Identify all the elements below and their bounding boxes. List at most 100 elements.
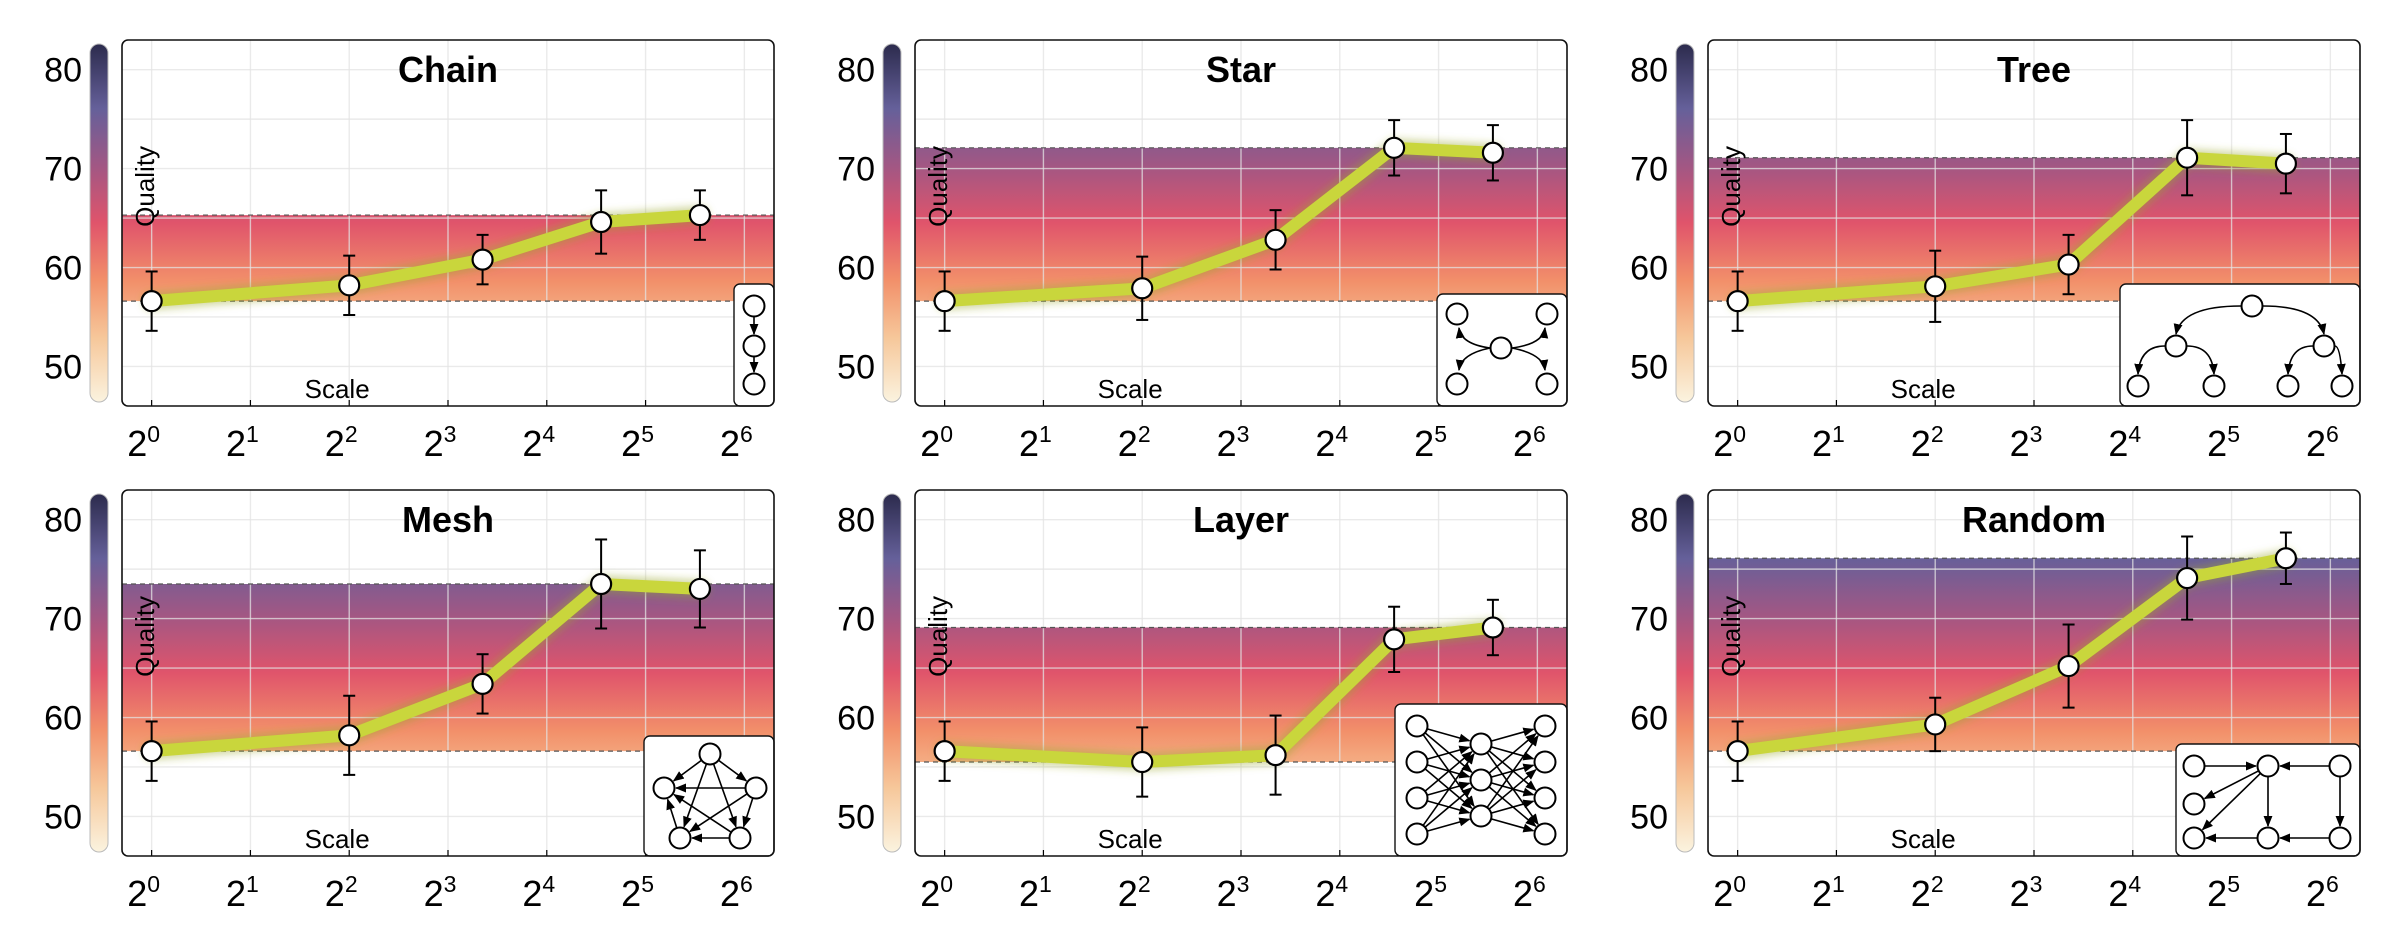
topology-node <box>1469 768 1493 792</box>
x-tick-base: 2 <box>1315 423 1335 464</box>
x-tick-base: 2 <box>1513 873 1533 914</box>
topology-edge <box>2186 345 2218 376</box>
y-tick-label: 50 <box>44 348 82 386</box>
x-tick-exponent: 2 <box>1931 421 1944 447</box>
x-tick-exponent: 2 <box>345 421 358 447</box>
topology-edge <box>718 759 748 782</box>
y-tick-label: 50 <box>44 798 82 836</box>
y-axis-label: Quality <box>130 146 160 227</box>
x-axis-label: Scale <box>305 374 370 404</box>
colorbar <box>882 43 902 403</box>
topology-edge <box>1488 769 1537 810</box>
x-tick-base: 2 <box>2306 423 2326 464</box>
data-point <box>933 740 956 763</box>
panel-title: Chain <box>398 49 498 90</box>
data-point <box>2057 654 2080 678</box>
x-tick-label: 24 <box>2108 421 2141 464</box>
y-tick-label: 50 <box>837 798 875 836</box>
topology-node <box>2256 754 2280 778</box>
topology-node <box>2202 374 2226 398</box>
data-point <box>2274 547 2298 570</box>
topology-inset-tree <box>2119 283 2361 407</box>
x-axis-label: Scale <box>1891 374 1956 404</box>
x-tick-exponent: 3 <box>1237 421 1250 447</box>
x-tick-label: 22 <box>325 871 358 914</box>
data-point <box>338 274 361 297</box>
x-tick-base: 2 <box>325 423 345 464</box>
y-tick-label: 70 <box>44 601 82 639</box>
topology-node <box>2240 294 2264 318</box>
data-point <box>1131 277 1154 300</box>
x-tick-label: 26 <box>720 421 753 464</box>
data-point <box>688 203 712 227</box>
topology-edge <box>742 798 754 828</box>
x-tick-base: 2 <box>1414 423 1434 464</box>
topology-node <box>1445 372 1469 396</box>
topology-inset-chain <box>733 283 775 407</box>
y-tick-label: 70 <box>837 151 875 189</box>
topology-node <box>1533 822 1557 846</box>
x-tick-exponent: 1 <box>1039 421 1052 447</box>
x-tick-label: 23 <box>2010 871 2043 914</box>
topology-edge <box>1511 326 1549 349</box>
x-tick-base: 2 <box>424 423 444 464</box>
topology-edge <box>1511 347 1549 372</box>
x-tick-exponent: 1 <box>246 421 259 447</box>
x-tick-base: 2 <box>2010 873 2030 914</box>
x-tick-exponent: 3 <box>444 421 457 447</box>
plot-frame <box>121 489 775 857</box>
x-tick-label: 24 <box>522 421 555 464</box>
x-tick-label: 20 <box>127 421 160 464</box>
panel-title: Mesh <box>402 499 494 540</box>
x-tick-base: 2 <box>2207 423 2227 464</box>
colorbar <box>89 493 109 853</box>
x-tick-label: 24 <box>1315 421 1348 464</box>
y-tick-label: 50 <box>1630 798 1668 836</box>
x-tick-label: 24 <box>1315 871 1348 914</box>
x-tick-base: 2 <box>1118 873 1138 914</box>
x-tick-exponent: 0 <box>940 421 953 447</box>
topology-node <box>1405 714 1429 738</box>
topology-edge <box>673 793 732 833</box>
y-tick-label: 50 <box>1630 348 1668 386</box>
x-tick-base: 2 <box>720 423 740 464</box>
data-point <box>1481 616 1505 639</box>
data-point <box>471 248 494 271</box>
topology-edge <box>683 764 708 828</box>
x-tick-base: 2 <box>1911 423 1931 464</box>
x-tick-exponent: 1 <box>1039 871 1052 897</box>
x-tick-exponent: 5 <box>1434 421 1447 447</box>
plot-frame <box>121 39 775 407</box>
x-tick-label: 22 <box>1911 871 1944 914</box>
topology-node <box>2328 754 2352 778</box>
x-tick-base: 2 <box>621 873 641 914</box>
data-point <box>1131 750 1154 774</box>
x-tick-label: 22 <box>1118 871 1151 914</box>
x-tick-base: 2 <box>2207 873 2227 914</box>
data-point <box>1924 275 1947 298</box>
y-tick-label: 80 <box>44 52 82 90</box>
plot-frame <box>1707 489 2361 857</box>
topology-node <box>1535 372 1559 396</box>
colorbar <box>882 493 902 853</box>
x-tick-exponent: 2 <box>345 871 358 897</box>
x-tick-label: 23 <box>1217 871 1250 914</box>
data-point <box>1924 713 1947 736</box>
x-tick-base: 2 <box>226 873 246 914</box>
x-tick-exponent: 4 <box>542 421 555 447</box>
topology-node <box>742 334 766 358</box>
topology-node <box>2328 826 2352 850</box>
x-tick-base: 2 <box>127 423 147 464</box>
topology-node <box>652 776 676 800</box>
x-tick-exponent: 3 <box>2030 421 2043 447</box>
x-tick-label: 25 <box>2207 421 2240 464</box>
x-tick-exponent: 3 <box>444 871 457 897</box>
x-tick-exponent: 5 <box>2227 871 2240 897</box>
x-tick-exponent: 4 <box>1335 421 1348 447</box>
x-tick-exponent: 0 <box>1733 871 1746 897</box>
x-tick-label: 26 <box>2306 421 2339 464</box>
y-tick-label: 60 <box>1630 700 1668 738</box>
x-tick-base: 2 <box>720 873 740 914</box>
topology-node <box>668 826 692 850</box>
colorbar <box>1675 43 1695 403</box>
